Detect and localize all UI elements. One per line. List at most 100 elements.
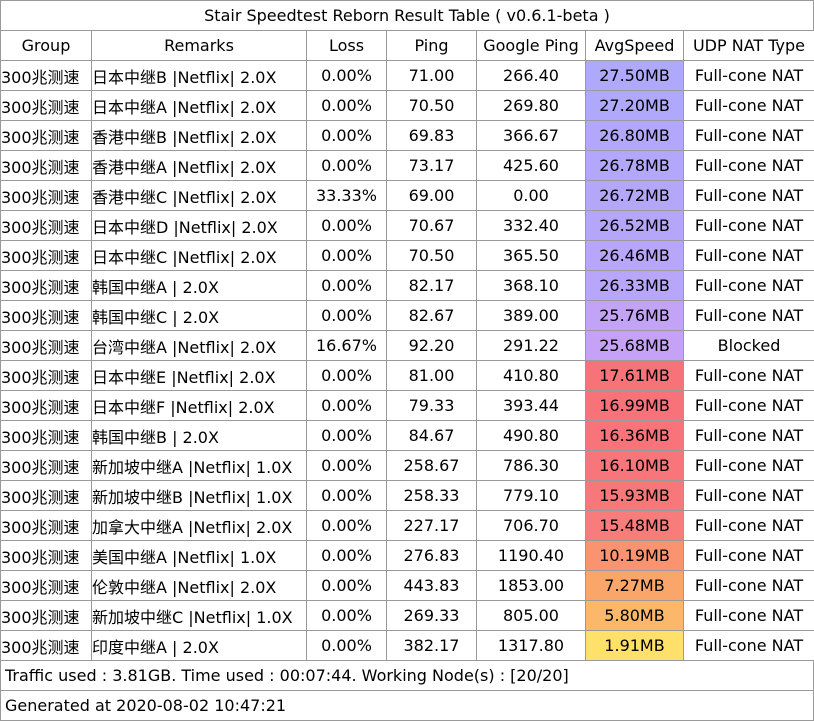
udp-nat-type-cell: Full-cone NAT — [684, 91, 814, 121]
node-remarks-cell: 香港中继A |Netflix| 2.0X — [92, 151, 307, 181]
node-group-cell: 300兆测速 — [1, 121, 92, 151]
node-remarks-cell: 香港中继B |Netflix| 2.0X — [92, 121, 307, 151]
google-ping-cell: 779.10 — [477, 481, 586, 511]
avg-speed-cell: 7.27MB — [586, 571, 684, 601]
avg-speed-cell: 26.78MB — [586, 151, 684, 181]
udp-nat-type-cell: Full-cone NAT — [684, 571, 814, 601]
avg-speed-cell: 5.80MB — [586, 601, 684, 631]
ping-cell: 79.33 — [387, 391, 477, 421]
generated-timestamp: Generated at 2020-08-02 10:47:21 — [0, 691, 814, 721]
node-group-cell: 300兆测速 — [1, 331, 92, 361]
packet-loss-cell: 0.00% — [307, 571, 387, 601]
avg-speed-cell: 15.93MB — [586, 481, 684, 511]
google-ping-cell: 389.00 — [477, 301, 586, 331]
node-remarks-cell: 美国中继A |Netflix| 1.0X — [92, 541, 307, 571]
ping-cell: 73.17 — [387, 151, 477, 181]
udp-nat-type-cell: Full-cone NAT — [684, 481, 814, 511]
ping-cell: 258.33 — [387, 481, 477, 511]
avg-speed-cell: 26.72MB — [586, 181, 684, 211]
ping-cell: 82.67 — [387, 301, 477, 331]
ping-cell: 81.00 — [387, 361, 477, 391]
google-ping-cell: 291.22 — [477, 331, 586, 361]
node-group-cell: 300兆测速 — [1, 181, 92, 211]
node-group-cell: 300兆测速 — [1, 61, 92, 91]
packet-loss-cell: 0.00% — [307, 121, 387, 151]
avg-speed-cell: 16.10MB — [586, 451, 684, 481]
node-remarks-cell: 日本中继C |Netflix| 2.0X — [92, 241, 307, 271]
avg-speed-cell: 1.91MB — [586, 631, 684, 661]
google-ping-cell: 1853.00 — [477, 571, 586, 601]
node-remarks-cell: 加拿大中继A |Netflix| 2.0X — [92, 511, 307, 541]
google-ping-cell: 266.40 — [477, 61, 586, 91]
column-header-ping: Ping — [387, 31, 477, 61]
udp-nat-type-cell: Full-cone NAT — [684, 271, 814, 301]
google-ping-cell: 393.44 — [477, 391, 586, 421]
packet-loss-cell: 0.00% — [307, 391, 387, 421]
udp-nat-type-cell: Full-cone NAT — [684, 451, 814, 481]
packet-loss-cell: 0.00% — [307, 421, 387, 451]
node-remarks-cell: 韩国中继C | 2.0X — [92, 301, 307, 331]
udp-nat-type-cell: Full-cone NAT — [684, 631, 814, 661]
avg-speed-cell: 27.20MB — [586, 91, 684, 121]
avg-speed-cell: 25.76MB — [586, 301, 684, 331]
node-group-cell: 300兆测速 — [1, 601, 92, 631]
udp-nat-type-cell: Full-cone NAT — [684, 61, 814, 91]
packet-loss-cell: 0.00% — [307, 151, 387, 181]
udp-nat-type-cell: Blocked — [684, 331, 814, 361]
column-header-remarks: Remarks — [92, 31, 307, 61]
node-remarks-cell: 香港中继C |Netflix| 2.0X — [92, 181, 307, 211]
node-group-cell: 300兆测速 — [1, 481, 92, 511]
node-remarks-cell: 日本中继A |Netflix| 2.0X — [92, 91, 307, 121]
google-ping-cell: 332.40 — [477, 211, 586, 241]
avg-speed-cell: 16.99MB — [586, 391, 684, 421]
ping-cell: 69.00 — [387, 181, 477, 211]
google-ping-cell: 368.10 — [477, 271, 586, 301]
node-group-cell: 300兆测速 — [1, 421, 92, 451]
udp-nat-type-cell: Full-cone NAT — [684, 511, 814, 541]
node-group-cell: 300兆测速 — [1, 391, 92, 421]
ping-cell: 92.20 — [387, 331, 477, 361]
udp-nat-type-cell: Full-cone NAT — [684, 601, 814, 631]
packet-loss-cell: 0.00% — [307, 451, 387, 481]
column-header-udp-nat-type: UDP NAT Type — [684, 31, 814, 61]
column-header-group: Group — [1, 31, 92, 61]
google-ping-cell: 366.67 — [477, 121, 586, 151]
node-group-cell: 300兆测速 — [1, 511, 92, 541]
table-title: Stair Speedtest Reborn Result Table ( v0… — [0, 0, 814, 30]
ping-cell: 70.67 — [387, 211, 477, 241]
node-group-cell: 300兆测速 — [1, 241, 92, 271]
node-remarks-cell: 新加坡中继C |Netflix| 1.0X — [92, 601, 307, 631]
ping-cell: 443.83 — [387, 571, 477, 601]
avg-speed-cell: 10.19MB — [586, 541, 684, 571]
column-header-avg-speed: AvgSpeed — [586, 31, 684, 61]
packet-loss-cell: 0.00% — [307, 601, 387, 631]
node-group-cell: 300兆测速 — [1, 361, 92, 391]
udp-nat-type-cell: Full-cone NAT — [684, 541, 814, 571]
packet-loss-cell: 0.00% — [307, 61, 387, 91]
node-remarks-cell: 韩国中继B | 2.0X — [92, 421, 307, 451]
packet-loss-cell: 0.00% — [307, 211, 387, 241]
ping-cell: 227.17 — [387, 511, 477, 541]
node-group-cell: 300兆测速 — [1, 301, 92, 331]
google-ping-cell: 410.80 — [477, 361, 586, 391]
node-remarks-cell: 日本中继F |Netflix| 2.0X — [92, 391, 307, 421]
node-group-cell: 300兆测速 — [1, 541, 92, 571]
google-ping-cell: 805.00 — [477, 601, 586, 631]
column-header-google-ping: Google Ping — [477, 31, 586, 61]
udp-nat-type-cell: Full-cone NAT — [684, 181, 814, 211]
node-group-cell: 300兆测速 — [1, 211, 92, 241]
udp-nat-type-cell: Full-cone NAT — [684, 361, 814, 391]
packet-loss-cell: 16.67% — [307, 331, 387, 361]
udp-nat-type-cell: Full-cone NAT — [684, 391, 814, 421]
header-row: Group Remarks Loss Ping Google Ping AvgS… — [1, 31, 814, 61]
packet-loss-cell: 33.33% — [307, 181, 387, 211]
